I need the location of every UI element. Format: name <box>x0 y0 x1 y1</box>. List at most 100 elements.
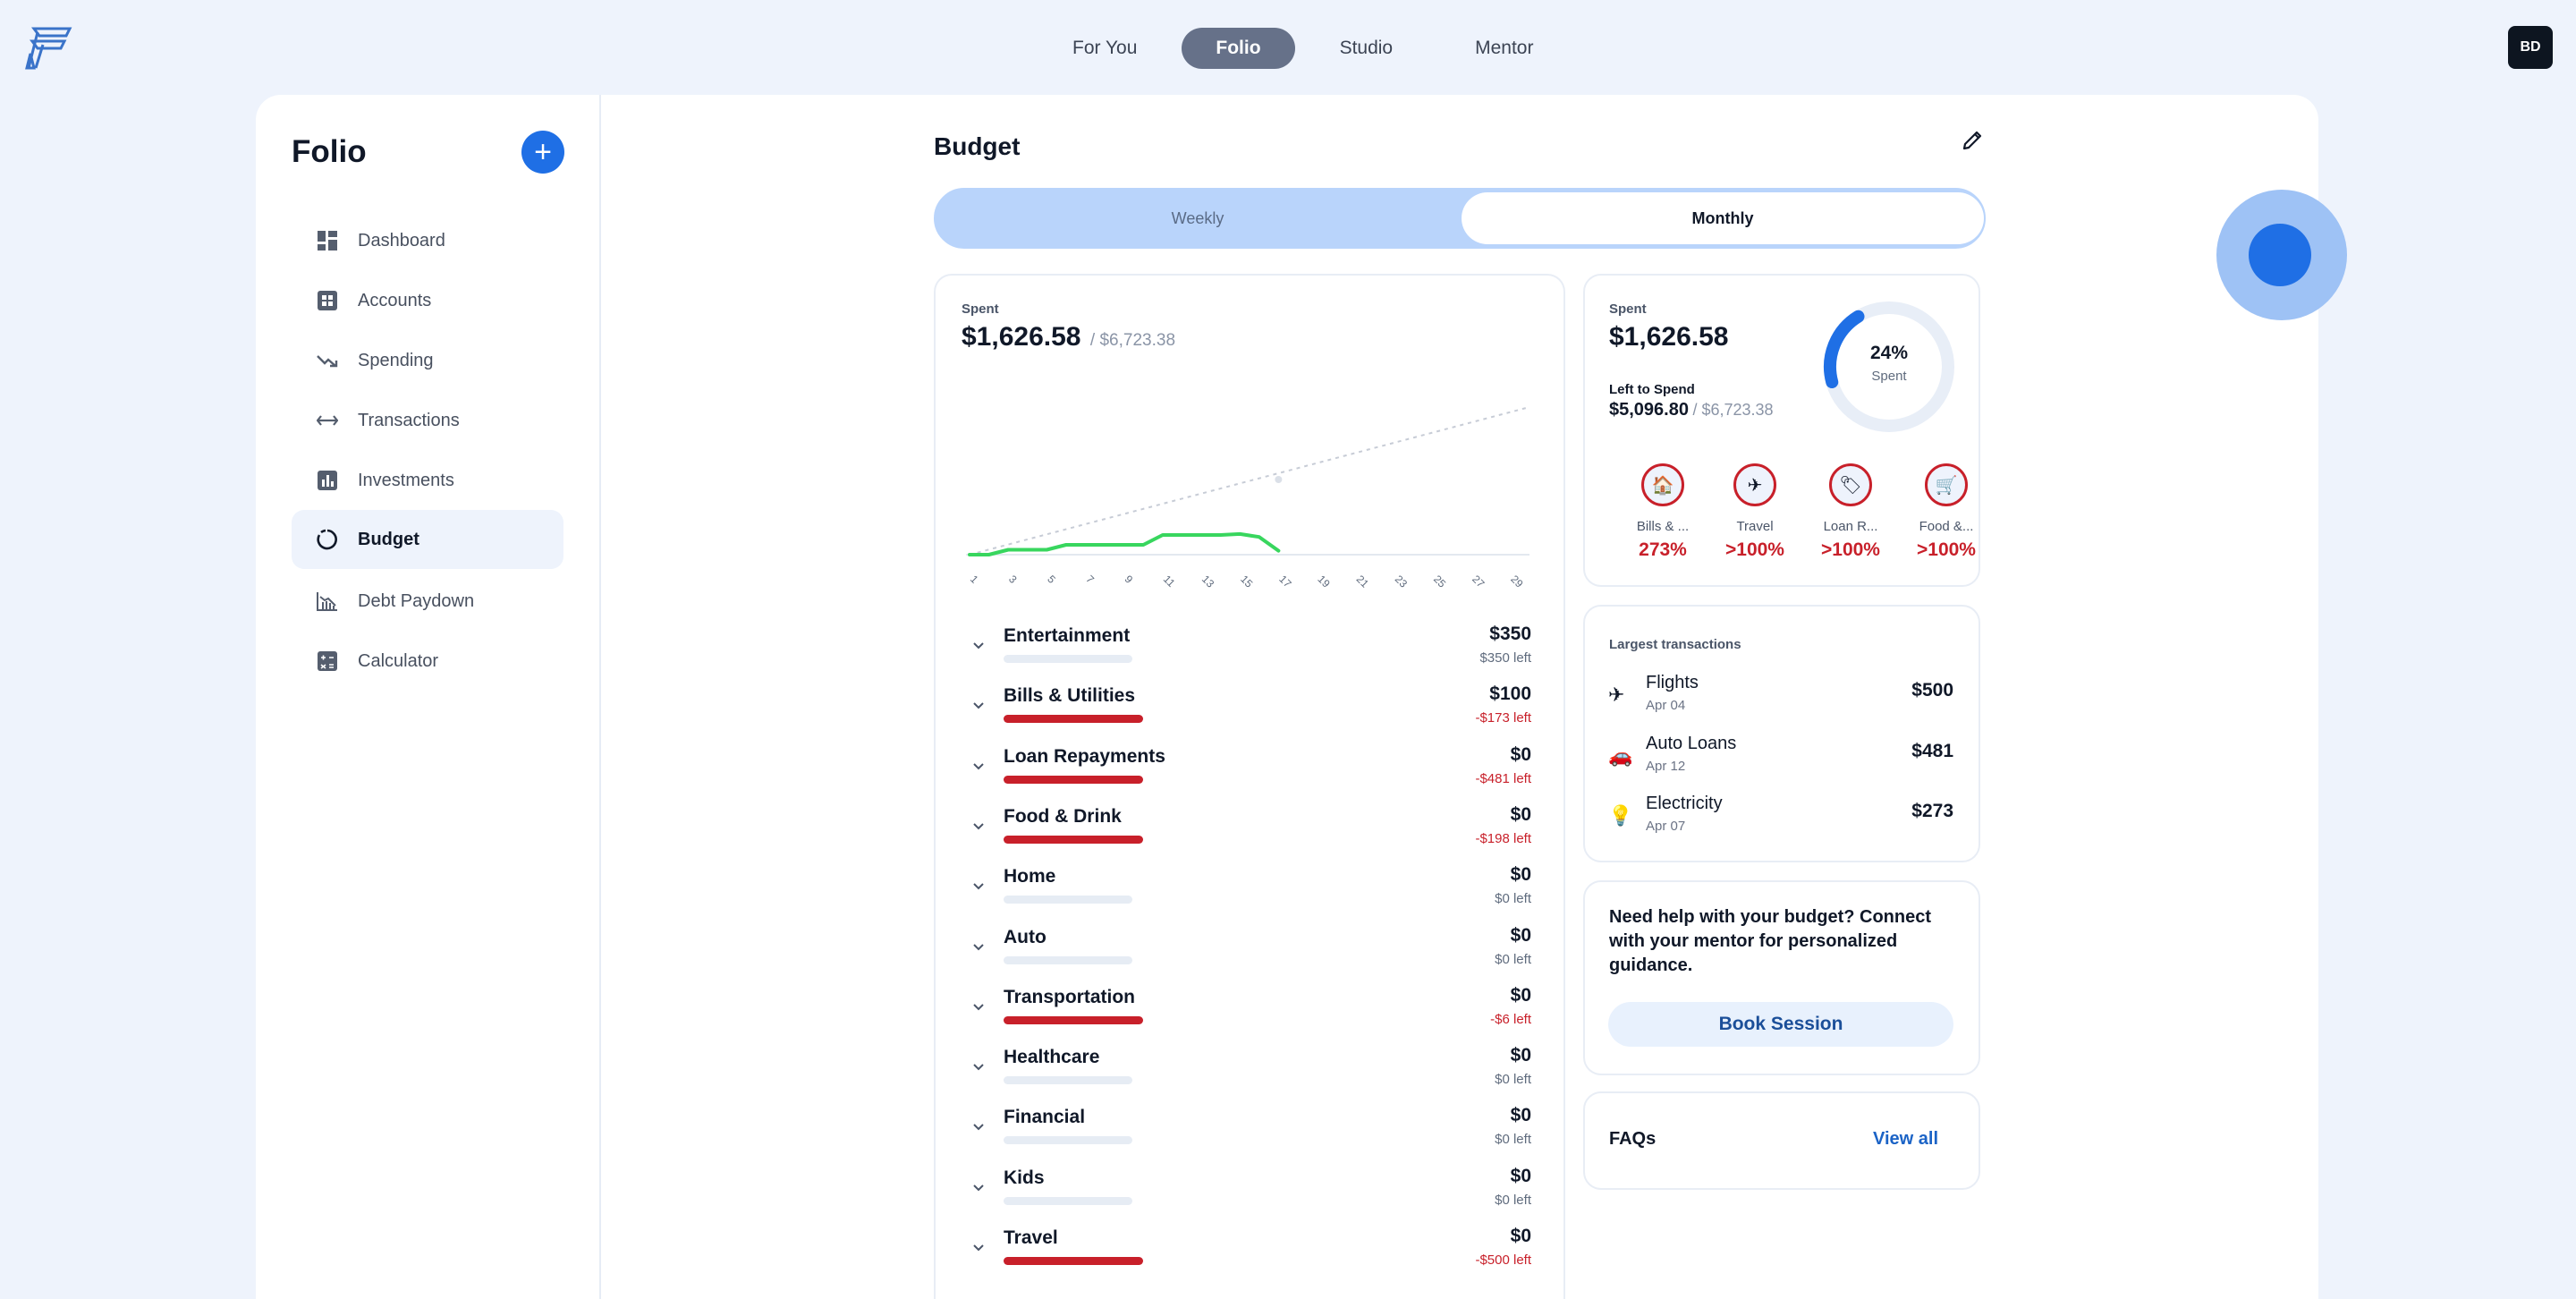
chevron-down-icon[interactable] <box>971 1119 986 1133</box>
spending-card <box>934 274 1565 1299</box>
plane-icon: ✈ <box>1733 463 1776 506</box>
calculator-icon <box>317 650 338 672</box>
chevron-down-icon[interactable] <box>971 879 986 893</box>
category-row[interactable]: Kids $0 $0 left <box>962 1166 1531 1226</box>
tab-mentor[interactable]: Mentor <box>1475 38 1534 58</box>
chevron-down-icon[interactable] <box>971 819 986 833</box>
largest-transactions-card <box>1583 605 1980 862</box>
sidebar-item-debt-paydown[interactable]: Debt Paydown <box>292 572 564 631</box>
category-remaining: $350 left <box>1479 650 1531 666</box>
category-row[interactable]: Auto $0 $0 left <box>962 925 1531 985</box>
transaction-date: Apr 04 <box>1646 698 1686 713</box>
top-category-pct: >100% <box>1917 539 1976 560</box>
summary-spent-amount: $1,626.58 <box>1609 322 1729 352</box>
category-row[interactable]: Transportation $0 -$6 left <box>962 985 1531 1045</box>
debt-icon <box>317 590 338 612</box>
sidebar-item-label: Spending <box>358 350 434 370</box>
top-category-pct: 273% <box>1639 539 1687 560</box>
transaction-row[interactable]: ✈ Flights Apr 04 $500 <box>1608 673 1953 723</box>
sidebar-item-transactions[interactable]: Transactions <box>292 391 564 450</box>
category-row[interactable]: Financial $0 $0 left <box>962 1105 1531 1165</box>
tag-icon: 🏷 <box>1829 463 1872 506</box>
view-all-link[interactable]: View all <box>1873 1129 1939 1149</box>
assistant-button[interactable] <box>2249 224 2311 286</box>
spent-gauge <box>1824 301 1954 432</box>
transaction-row[interactable]: 🚗 Auto Loans Apr 12 $481 <box>1608 734 1953 784</box>
book-session-button[interactable]: Book Session <box>1608 1002 1953 1047</box>
top-category-food[interactable]: 🛒 Food &... >100% <box>1911 463 1982 561</box>
chevron-down-icon[interactable] <box>971 1059 986 1074</box>
weekly-option[interactable]: Weekly <box>1171 208 1224 227</box>
sidebar-item-budget[interactable]: Budget <box>292 510 564 569</box>
folio-logo[interactable] <box>25 25 75 72</box>
x-tick-label: 3 <box>1006 573 1020 586</box>
chevron-down-icon[interactable] <box>971 1180 986 1194</box>
left-to-spend-label: Left to Spend <box>1609 382 1695 397</box>
sidebar-item-calculator[interactable]: Calculator <box>292 632 564 691</box>
x-tick-label: 19 <box>1315 573 1333 590</box>
chevron-down-icon[interactable] <box>971 1240 986 1254</box>
category-name: Financial <box>1004 1107 1086 1128</box>
tab-folio[interactable]: Folio <box>1182 28 1295 69</box>
x-tick-label: 1 <box>968 573 981 586</box>
category-progress-bar <box>1004 715 1143 724</box>
period-toggle: Weekly Monthly <box>934 188 1986 249</box>
sidebar-item-spending[interactable]: Spending <box>292 331 564 390</box>
page-title: Budget <box>934 132 1021 160</box>
chevron-down-icon[interactable] <box>971 759 986 773</box>
category-name: Transportation <box>1004 986 1136 1007</box>
category-name: Travel <box>1004 1227 1058 1248</box>
category-progress-bar <box>1004 775 1143 784</box>
top-category-loan[interactable]: 🏷 Loan R... >100% <box>1815 463 1886 561</box>
category-name: Loan Repayments <box>1004 745 1165 767</box>
category-name: Kids <box>1004 1167 1045 1188</box>
category-remaining: -$6 left <box>1490 1011 1531 1027</box>
sidebar-item-accounts[interactable]: Accounts <box>292 271 564 330</box>
top-category-travel[interactable]: ✈ Travel >100% <box>1719 463 1791 561</box>
chevron-down-icon[interactable] <box>971 698 986 712</box>
spent-summary: $1,626.58 / $6,723.38 <box>962 322 1175 352</box>
category-progress-bar <box>1004 655 1132 663</box>
category-progress-bar <box>1004 896 1132 904</box>
projection-marker <box>1275 476 1283 483</box>
category-row[interactable]: Healthcare $0 $0 left <box>962 1045 1531 1105</box>
category-row[interactable]: Bills & Utilities $100 -$173 left <box>962 683 1531 743</box>
sidebar-item-dashboard[interactable]: Dashboard <box>292 211 564 270</box>
category-row[interactable]: Travel $0 -$500 left <box>962 1226 1531 1286</box>
car-icon: 🚗 <box>1608 744 1633 767</box>
monthly-option[interactable]: Monthly <box>1462 192 1984 244</box>
category-amount: $0 <box>1510 984 1531 1006</box>
left-total: / $6,723.38 <box>1692 401 1774 419</box>
chevron-down-icon[interactable] <box>971 999 986 1014</box>
category-row[interactable]: Loan Repayments $0 -$481 left <box>962 744 1531 804</box>
category-progress-bar <box>1004 1015 1143 1024</box>
category-amount: $350 <box>1489 624 1531 644</box>
sidebar-title: Folio <box>292 134 367 169</box>
transaction-name: Flights <box>1646 673 1699 692</box>
gauge-arc <box>1824 310 1865 389</box>
sidebar-item-label: Dashboard <box>358 230 445 250</box>
add-button[interactable]: + <box>521 131 564 174</box>
chevron-down-icon[interactable] <box>971 638 986 652</box>
tab-for-you[interactable]: For You <box>1072 38 1138 58</box>
tab-studio[interactable]: Studio <box>1339 38 1394 58</box>
category-amount: $0 <box>1510 864 1531 886</box>
category-row[interactable]: Entertainment $350 $350 left <box>962 624 1531 683</box>
category-row[interactable]: Home $0 $0 left <box>962 864 1531 924</box>
sidebar-item-investments[interactable]: Investments <box>292 451 564 510</box>
plane-icon: ✈ <box>1608 683 1625 706</box>
avatar[interactable]: BD <box>2508 26 2553 69</box>
spending-line-chart: 1 3 5 7 9 11 13 15 17 19 21 23 25 27 29 <box>966 406 1530 590</box>
spending-icon <box>317 350 338 371</box>
edit-icon[interactable] <box>1961 129 1984 152</box>
top-category-label: Food &... <box>1919 519 1974 534</box>
x-tick-label: 9 <box>1123 573 1136 586</box>
top-category-label: Travel <box>1736 519 1774 534</box>
top-category-bills[interactable]: 🏠 Bills & ... 273% <box>1627 463 1699 561</box>
investments-icon <box>317 470 338 491</box>
chevron-down-icon[interactable] <box>971 939 986 954</box>
transaction-row[interactable]: 💡 Electricity Apr 07 $273 <box>1608 794 1953 844</box>
projection-line <box>969 406 1530 556</box>
gauge-percent: 24% <box>1869 343 1909 363</box>
category-row[interactable]: Food & Drink $0 -$198 left <box>962 804 1531 864</box>
